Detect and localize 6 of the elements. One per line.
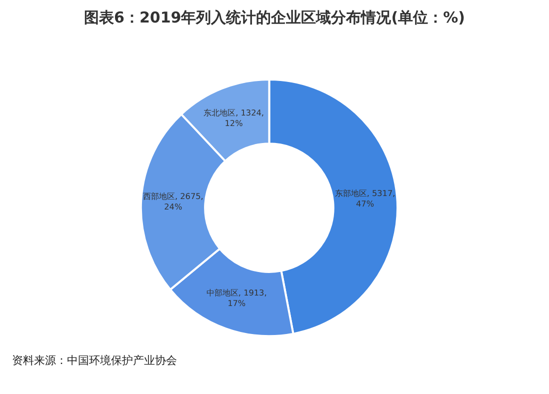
slice-label: 中部地区, 1913, 17% [206, 288, 267, 308]
slice-label: 西部地区, 2675, 24% [142, 191, 204, 212]
chart-title: 图表6：2019年列入统计的企业区域分布情况(单位：%) [84, 8, 465, 26]
slice-label: 东北地区, 1324, 12% [204, 108, 264, 128]
text: 资料来源：中国环境保护产业协会 [12, 354, 177, 367]
slice-label: 东部地区, 5317, 47% [334, 188, 396, 209]
